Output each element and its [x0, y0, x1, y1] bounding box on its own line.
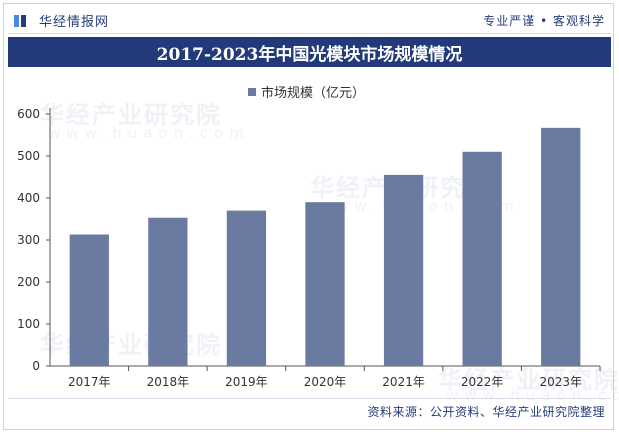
y-tick-label: 0	[32, 359, 40, 373]
logo-icon	[14, 14, 26, 27]
legend-swatch	[248, 87, 256, 96]
footer-divider	[8, 398, 611, 399]
watermark-text: 华经产业研究院	[40, 101, 222, 129]
y-tick-label: 100	[17, 317, 40, 331]
chart-title: 2017-2023年中国光模块市场规模情况	[156, 44, 463, 65]
bar	[541, 127, 581, 366]
x-tick-label: 2018年	[147, 375, 190, 389]
legend-label: 市场规模（亿元）	[261, 86, 366, 101]
bar	[383, 174, 424, 366]
title-bar: 2017-2023年中国光模块市场规模情况	[8, 37, 611, 67]
brand-name: 华经情报网	[39, 15, 110, 30]
source-note: 资料来源：公开资料、华经产业研究院整理	[367, 405, 605, 419]
watermark-url: www.huaon.com	[446, 386, 619, 404]
watermark-url: www.huaon.com	[48, 124, 250, 142]
bar	[148, 217, 188, 366]
legend: 市场规模（亿元）	[248, 82, 365, 101]
y-tick-label: 600	[17, 107, 40, 121]
y-tick-label: 400	[17, 191, 40, 205]
bar	[69, 234, 109, 366]
top-bar: 华经情报网 专业严谨 • 客观科学	[8, 7, 611, 34]
y-tick-label: 500	[17, 149, 40, 163]
bar	[226, 210, 267, 366]
x-tick-label: 2022年	[461, 375, 504, 389]
bar	[305, 202, 345, 366]
y-tick-label: 200	[17, 275, 40, 289]
x-tick-label: 2021年	[382, 375, 425, 389]
tagline: 专业严谨 • 客观科学	[483, 14, 605, 28]
x-tick-label: 2023年	[539, 375, 582, 389]
bar	[462, 151, 502, 366]
y-tick-label: 300	[17, 233, 40, 247]
watermark-text: 华经产业研究院	[438, 366, 619, 394]
brand: 华经情报网	[14, 11, 109, 30]
x-tick-label: 2017年	[68, 375, 111, 389]
x-tick-label: 2019年	[225, 375, 268, 389]
x-tick-label: 2020年	[304, 375, 347, 389]
